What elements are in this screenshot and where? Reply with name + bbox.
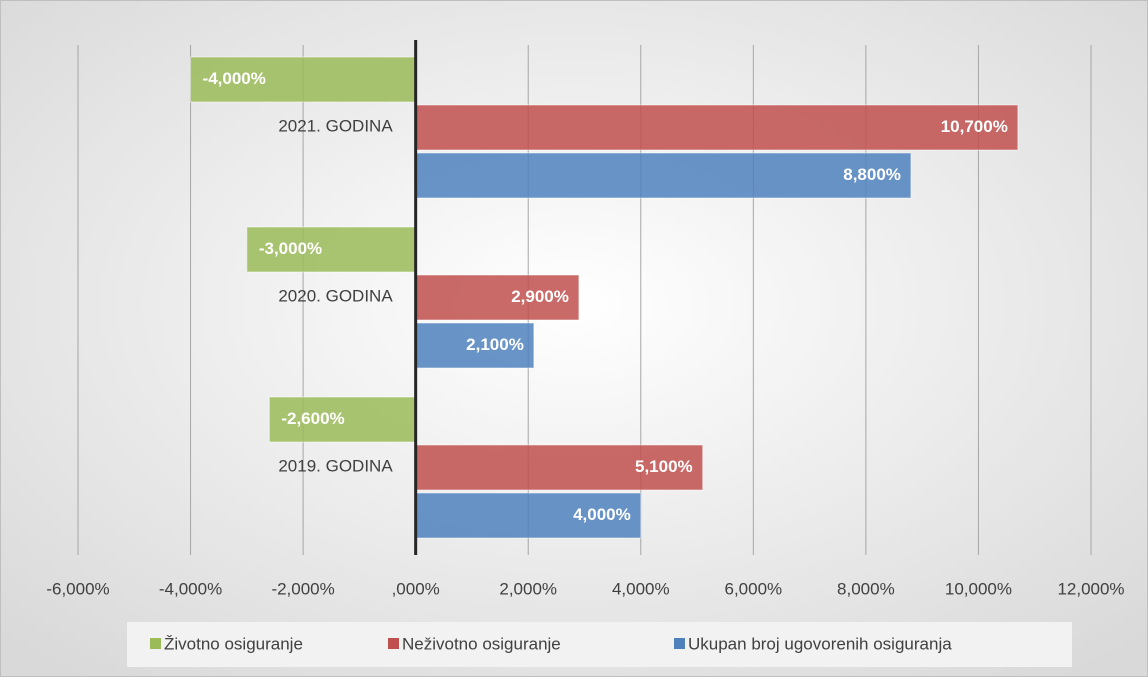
x-tick-label: 2,000%	[499, 579, 557, 598]
x-tick-label: 10,000%	[945, 579, 1012, 598]
x-tick-label: -2,000%	[271, 579, 334, 598]
legend-label: Ukupan broj ugovorenih osiguranja	[688, 634, 952, 653]
bar	[415, 104, 1019, 151]
bar	[268, 396, 417, 443]
category-label: 2019. GODINA	[278, 456, 393, 475]
data-label: 10,700%	[941, 117, 1008, 136]
data-label: 4,000%	[573, 505, 631, 524]
x-tick-label: 6,000%	[724, 579, 782, 598]
data-label: 5,100%	[635, 457, 693, 476]
bar	[415, 322, 535, 369]
data-label: -3,000%	[259, 239, 322, 258]
x-tick-label: ,000%	[392, 579, 440, 598]
legend-label: Neživotno osiguranje	[402, 634, 561, 653]
x-tick-label: -4,000%	[159, 579, 222, 598]
category-label: 2020. GODINA	[278, 286, 393, 305]
category-label: 2021. GODINA	[278, 116, 393, 135]
bar	[415, 274, 580, 321]
x-tick-label: 12,000%	[1057, 579, 1124, 598]
legend-swatch	[388, 638, 399, 649]
data-label: -2,600%	[281, 409, 344, 428]
legend-box	[127, 622, 1072, 667]
data-label: 2,100%	[466, 335, 524, 354]
x-tick-label: 8,000%	[837, 579, 895, 598]
legend-label: Životno osiguranje	[164, 634, 303, 653]
bar	[246, 226, 417, 273]
data-label: 8,800%	[843, 165, 901, 184]
bar	[415, 152, 912, 199]
bar	[190, 56, 417, 103]
bar	[415, 492, 642, 539]
x-tick-label: -6,000%	[46, 579, 109, 598]
x-tick-label: 4,000%	[612, 579, 670, 598]
data-label: -4,000%	[203, 69, 266, 88]
legend-swatch	[150, 638, 161, 649]
legend-swatch	[674, 638, 685, 649]
data-label: 2,900%	[511, 287, 569, 306]
